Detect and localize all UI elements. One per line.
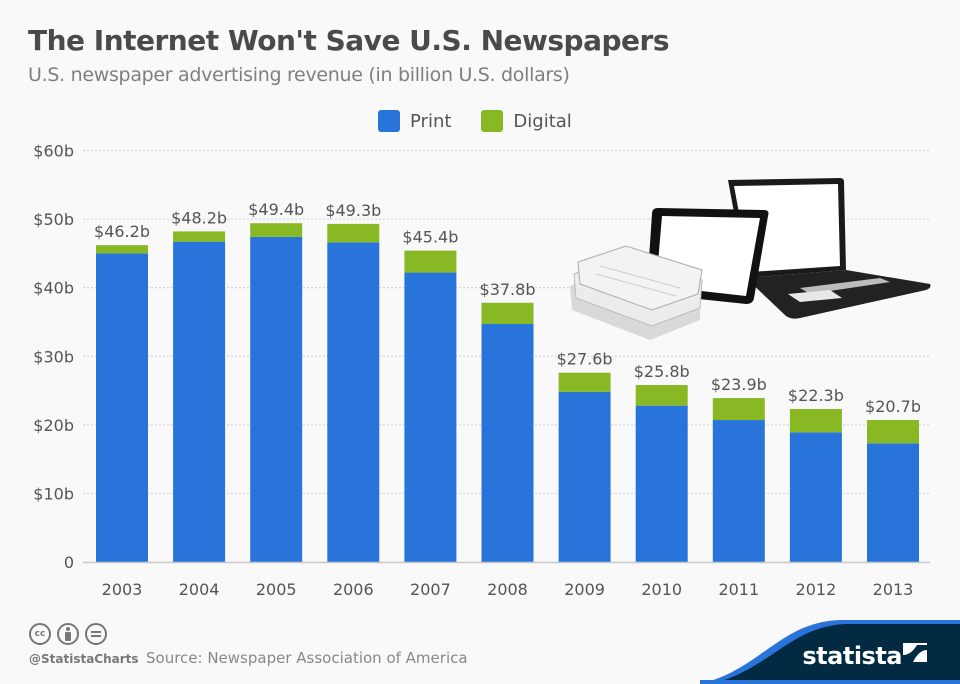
data-label-2004: $48.2b	[171, 208, 227, 227]
data-label-2012: $22.3b	[788, 386, 844, 405]
bars	[96, 223, 919, 563]
bar-print-2009[interactable]	[558, 391, 611, 562]
bar-digital-2010[interactable]	[635, 385, 688, 406]
y-axis-ticks: 0 $10b $20b $30b $40b $50b $60b	[33, 142, 74, 573]
legend: Print Digital	[378, 110, 602, 132]
x-tick-label: 2005	[256, 580, 297, 599]
bar-print-2013[interactable]	[867, 443, 919, 562]
bar-chart: 0$10b$20b$30b$40b$50b$60b $46.2b$48.2b $4…	[33, 142, 930, 599]
x-tick-label: 2009	[564, 580, 605, 599]
bar-print-2007[interactable]	[404, 272, 457, 562]
data-label-2003: $46.2b	[94, 222, 150, 241]
bar-print-2011[interactable]	[712, 420, 765, 562]
bar-digital-2009[interactable]	[558, 372, 611, 392]
x-tick-label: 2007	[410, 580, 451, 599]
x-tick-label: 2012	[796, 580, 837, 599]
data-label-2010: $25.8b	[634, 362, 690, 381]
chart-title: The Internet Won't Save U.S. Newspapers	[28, 24, 670, 57]
y-tick-label: $30b	[33, 347, 74, 366]
source-note: Source: Newspaper Association of America	[146, 649, 468, 667]
legend-label-print: Print	[410, 110, 452, 132]
y-tick-label: $60b	[33, 142, 74, 161]
bar-digital-2008[interactable]	[481, 302, 534, 325]
data-label-2009: $27.6b	[557, 350, 613, 369]
bar-print-2006[interactable]	[327, 242, 380, 562]
bar-digital-2007[interactable]	[404, 250, 457, 273]
by-attribution-icon	[57, 623, 79, 645]
y-tick-label: $10b	[33, 484, 74, 503]
x-tick-label: 2006	[333, 580, 374, 599]
bar-digital-2011[interactable]	[712, 398, 765, 421]
legend-item-print[interactable]: Print	[378, 110, 451, 132]
statista-brand-banner	[700, 620, 960, 684]
bar-print-2010[interactable]	[635, 405, 688, 562]
bar-print-2012[interactable]	[789, 432, 842, 562]
bar-print-2008[interactable]	[481, 324, 534, 562]
x-tick-label: 2008	[487, 580, 528, 599]
cc-icon: cc	[29, 623, 51, 645]
bar-digital-2006[interactable]	[327, 223, 380, 243]
legend-item-digital[interactable]: Digital	[481, 110, 572, 132]
legend-swatch-digital	[481, 110, 504, 132]
x-tick-label: 2010	[641, 580, 682, 599]
no-derivatives-icon	[85, 623, 107, 645]
chart-subtitle: U.S. newspaper advertising revenue (in b…	[28, 64, 570, 86]
bar-digital-2013[interactable]	[867, 420, 919, 444]
bar-digital-2005[interactable]	[250, 223, 303, 237]
x-axis-ticks: 2003 2004 2005 2006 2007 2008 2009 2010 2011 2012…	[102, 580, 914, 599]
data-label-2007: $45.4b	[402, 228, 458, 247]
data-label-2008: $37.8b	[480, 280, 536, 299]
bar-digital-2012[interactable]	[789, 409, 842, 433]
data-label-2006: $49.3b	[325, 201, 381, 220]
y-tick-label: $20b	[33, 416, 74, 435]
twitter-handle[interactable]: @StatistaCharts	[29, 652, 139, 666]
bar-digital-2003[interactable]	[96, 245, 148, 254]
bar-print-2005[interactable]	[250, 236, 303, 563]
statista-logo-icon	[903, 643, 927, 662]
data-label-2005: $49.4b	[248, 200, 304, 219]
bar-digital-2004[interactable]	[173, 231, 226, 242]
newspapers-tablet-laptop-illustration	[570, 178, 931, 340]
data-label-2013: $20.7b	[865, 397, 921, 416]
legend-label-digital: Digital	[513, 110, 572, 132]
y-tick-label: $50b	[33, 210, 74, 229]
data-label-2011: $23.9b	[711, 375, 767, 394]
x-tick-label: 2004	[179, 580, 220, 599]
statista-logo-text[interactable]: statista	[802, 642, 902, 670]
newspaper-stack-icon	[570, 245, 703, 340]
y-tick-label: $40b	[33, 279, 74, 298]
x-tick-label: 2011	[718, 580, 759, 599]
data-labels: $46.2b $48.2b $49.4b $49.3b $45.4b $37.8b $27.…	[94, 200, 921, 416]
bar-print-2003[interactable]	[96, 253, 148, 562]
bar-print-2004[interactable]	[173, 241, 226, 563]
y-tick-label: 0	[64, 553, 74, 572]
license-icons: cc	[29, 623, 113, 645]
x-tick-label: 2003	[102, 580, 143, 599]
x-tick-label: 2013	[873, 580, 914, 599]
legend-swatch-print	[378, 110, 400, 132]
